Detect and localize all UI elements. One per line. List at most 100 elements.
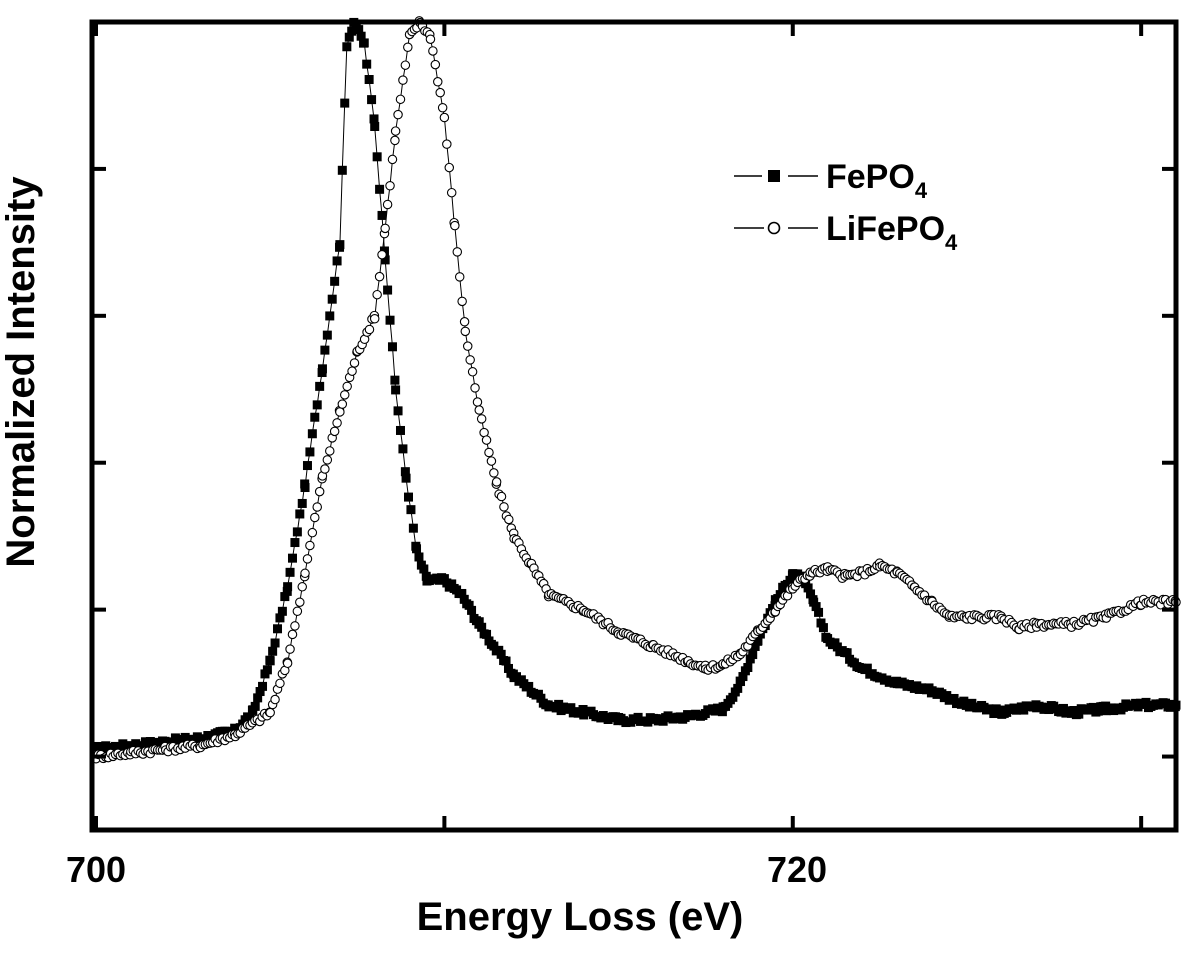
- data-point-lifepo4: [390, 126, 401, 136]
- data-point-fepo4: [362, 59, 372, 69]
- data-point-lifepo4: [290, 621, 300, 631]
- data-point-lifepo4: [369, 313, 380, 324]
- y-axis-title: Normalized Intensity: [0, 176, 43, 568]
- data-point-fepo4: [728, 692, 738, 702]
- data-point-fepo4: [268, 646, 278, 656]
- data-point-lifepo4: [395, 94, 406, 105]
- data-point-fepo4: [842, 648, 852, 658]
- data-point-fepo4: [818, 623, 828, 633]
- x-tick-label-700: 700: [66, 849, 126, 890]
- data-point-lifepo4: [374, 271, 385, 282]
- data-point-fepo4: [344, 32, 354, 42]
- data-point-lifepo4: [450, 220, 460, 231]
- data-point-fepo4: [320, 345, 330, 355]
- data-point-fepo4: [312, 400, 322, 410]
- data-point-fepo4: [738, 672, 748, 682]
- data-point-lifepo4: [484, 447, 494, 458]
- data-point-fepo4: [942, 691, 952, 701]
- data-layer: [91, 16, 1181, 764]
- data-point-fepo4: [503, 663, 513, 673]
- legend: FePO4 LiFePO4: [734, 158, 958, 255]
- legend-entry-fepo4: FePO4: [734, 158, 928, 203]
- legend-label-fepo4-sub: 4: [915, 178, 928, 203]
- data-point-fepo4: [748, 650, 758, 660]
- data-point-fepo4: [273, 624, 283, 634]
- data-point-lifepo4: [300, 568, 310, 579]
- data-point-fepo4: [290, 538, 300, 548]
- data-point-fepo4: [753, 636, 763, 646]
- data-point-fepo4: [554, 699, 564, 709]
- data-point-lifepo4: [377, 249, 387, 260]
- data-point-lifepo4: [496, 491, 507, 502]
- data-point-fepo4: [743, 663, 753, 673]
- data-point-fepo4: [270, 638, 280, 648]
- data-point-lifepo4: [349, 358, 360, 368]
- plot-frame: [89, 19, 1179, 833]
- data-point-fepo4: [750, 641, 760, 651]
- data-point-lifepo4: [400, 60, 411, 70]
- data-point-lifepo4: [292, 606, 303, 617]
- data-point-lifepo4: [339, 390, 350, 400]
- data-point-lifepo4: [474, 405, 484, 415]
- data-point-lifepo4: [428, 46, 438, 56]
- data-point-fepo4: [354, 25, 364, 35]
- data-point-lifepo4: [439, 112, 450, 123]
- data-point-fepo4: [300, 483, 310, 493]
- data-point-lifepo4: [382, 199, 393, 210]
- data-point-fepo4: [255, 687, 265, 697]
- data-point-lifepo4: [398, 75, 408, 85]
- data-point-fepo4: [359, 38, 369, 48]
- data-point-fepo4: [332, 256, 342, 266]
- data-point-fepo4: [356, 31, 366, 41]
- data-point-fepo4: [566, 703, 576, 713]
- data-point-lifepo4: [302, 554, 313, 564]
- data-point-fepo4: [949, 693, 959, 703]
- legend-label-fepo4-base: FePO: [826, 158, 915, 196]
- data-point-fepo4: [816, 618, 826, 628]
- data-point-fepo4: [327, 294, 337, 304]
- data-point-fepo4: [474, 617, 484, 627]
- data-point-lifepo4: [425, 34, 436, 44]
- data-point-lifepo4: [270, 694, 280, 705]
- data-point-lifepo4: [329, 426, 340, 437]
- data-point-lifepo4: [454, 272, 465, 282]
- data-point-fepo4: [803, 583, 813, 593]
- data-point-lifepo4: [444, 162, 455, 173]
- data-point-fepo4: [282, 586, 292, 596]
- data-point-fepo4: [501, 656, 511, 666]
- data-point-fepo4: [258, 681, 268, 691]
- data-point-lifepo4: [347, 366, 357, 376]
- data-point-lifepo4: [325, 446, 335, 456]
- x-tick-label-720: 720: [767, 849, 827, 890]
- data-point-fepo4: [138, 742, 148, 752]
- data-point-lifepo4: [312, 502, 322, 512]
- data-point-fepo4: [489, 641, 499, 651]
- data-point-lifepo4: [364, 324, 375, 335]
- data-point-lifepo4: [314, 486, 325, 497]
- data-point-fepo4: [736, 677, 746, 687]
- legend-entry-lifepo4: LiFePO4: [734, 210, 958, 255]
- data-point-fepo4: [406, 505, 416, 515]
- data-point-lifepo4: [393, 109, 403, 120]
- data-point-fepo4: [811, 602, 821, 612]
- data-point-lifepo4: [457, 296, 467, 307]
- data-point-fepo4: [245, 712, 255, 722]
- data-point-fepo4: [832, 642, 842, 652]
- data-point-lifepo4: [287, 629, 298, 640]
- data-point-lifepo4: [465, 355, 475, 365]
- data-point-fepo4: [536, 693, 546, 703]
- data-point-fepo4: [512, 672, 522, 682]
- data-point-lifepo4: [342, 381, 352, 392]
- data-point-fepo4: [986, 704, 996, 714]
- data-point-lifepo4: [433, 77, 443, 87]
- data-point-fepo4: [414, 552, 424, 562]
- data-point-fepo4: [1058, 703, 1068, 713]
- data-point-fepo4: [93, 741, 103, 751]
- data-point-fepo4: [401, 473, 411, 483]
- data-point-lifepo4: [467, 367, 478, 377]
- data-point-fepo4: [310, 412, 320, 422]
- data-point-fepo4: [253, 693, 263, 703]
- data-point-lifepo4: [504, 514, 514, 525]
- data-point-fepo4: [287, 553, 297, 563]
